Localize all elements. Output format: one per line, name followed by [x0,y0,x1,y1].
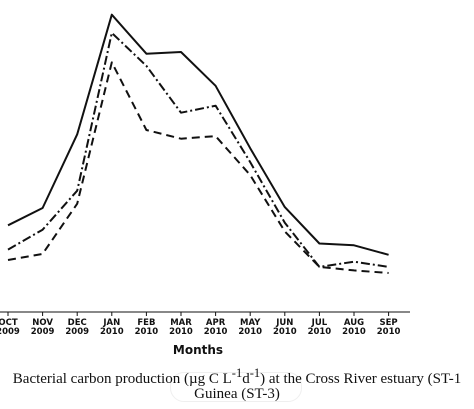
x-tick-label-year: 2010 [204,327,228,337]
caption-superscript-1: -1 [231,366,243,380]
x-axis-title: Months [173,343,223,357]
series-line-dashed [7,61,389,274]
x-tick-label-year: 2009 [31,327,55,337]
x-tick-label-month: JAN [102,318,120,328]
x-tick-label-year: 2010 [377,327,401,337]
x-axis-ticks: OCT2009NOV2009DEC2009JAN2010FEB2010MAR20… [0,312,401,337]
x-tick-label-month: NOV [32,318,53,328]
x-tick-label-year: 2010 [273,327,297,337]
x-tick-label-month: APR [206,318,226,328]
x-tick-label-year: 2010 [238,327,262,337]
x-tick-label-year: 2010 [342,327,366,337]
caption-text-b: d [242,371,250,387]
x-tick-label-month: MAR [170,318,192,328]
x-tick-label-month: MAY [240,318,261,328]
x-tick-label-month: DEC [68,318,87,328]
x-tick-label-month: AUG [344,318,364,328]
figure-caption-line-2: Guinea (ST-3) [194,386,280,402]
x-tick-label-year: 2009 [65,327,89,337]
caption-text-c: ) at the Cross River estuary (ST-1 [260,371,462,387]
caption-text-a: Bacterial carbon production (µg C L [12,371,232,387]
x-tick-label-year: 2010 [100,327,124,337]
x-tick-label-year: 2010 [135,327,159,337]
x-tick-label-month: OCT [0,318,18,328]
x-tick-label-month: SEP [380,318,398,328]
x-tick-label-month: JUN [275,318,293,328]
x-tick-label-month: FEB [137,318,155,328]
x-tick-label-year: 2009 [0,327,20,337]
x-tick-label-month: JUL [311,318,328,328]
x-tick-label-year: 2010 [308,327,332,337]
caption-superscript-2: -1 [249,366,261,380]
series-group [7,13,389,274]
watermark [170,372,302,402]
series-line-dash-dot [7,31,389,268]
figure-caption-line-1: Bacterial carbon production (µg C L-1d-1… [0,366,474,388]
x-tick-label-year: 2010 [169,327,193,337]
series-line-solid [7,13,389,256]
